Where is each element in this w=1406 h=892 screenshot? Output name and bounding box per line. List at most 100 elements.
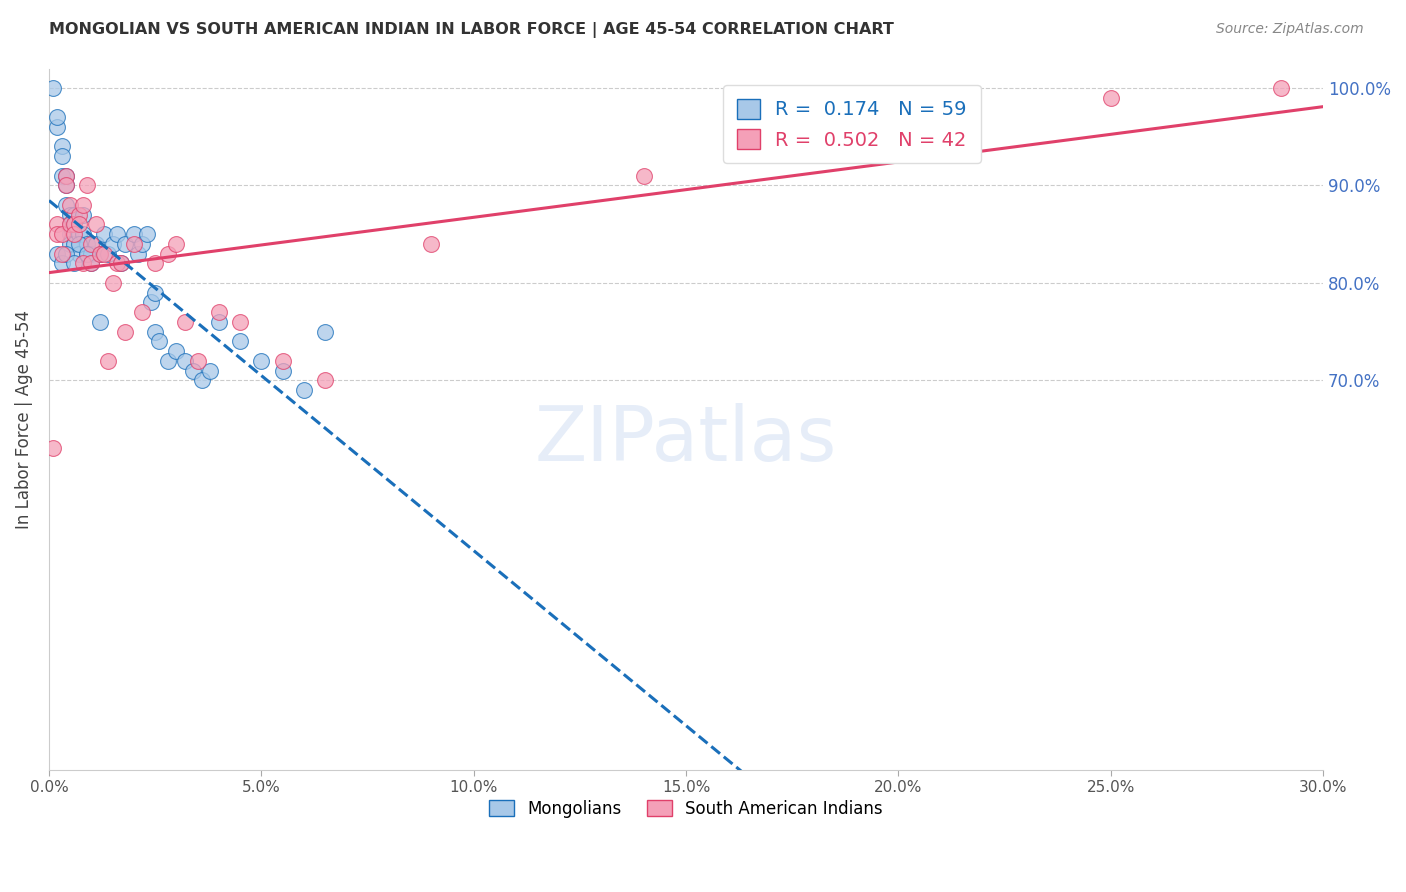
Point	[89, 246, 111, 260]
Point	[101, 236, 124, 251]
Point	[51, 169, 73, 183]
Point	[80, 256, 103, 270]
Point	[110, 256, 132, 270]
Point	[42, 442, 65, 456]
Point	[59, 208, 82, 222]
Point	[67, 246, 90, 260]
Point	[208, 305, 231, 319]
Text: Source: ZipAtlas.com: Source: ZipAtlas.com	[1216, 22, 1364, 37]
Point	[271, 363, 294, 377]
Point	[229, 315, 252, 329]
Point	[156, 246, 179, 260]
Point	[72, 198, 94, 212]
Point	[59, 218, 82, 232]
Point	[46, 110, 69, 124]
Point	[55, 198, 77, 212]
Point	[63, 236, 86, 251]
Point	[122, 227, 145, 241]
Point	[139, 295, 162, 310]
Point	[55, 169, 77, 183]
Point	[114, 325, 136, 339]
Point	[93, 246, 115, 260]
Point	[173, 353, 195, 368]
Point	[156, 353, 179, 368]
Point	[97, 246, 120, 260]
Point	[51, 149, 73, 163]
Point	[51, 246, 73, 260]
Point	[1099, 91, 1122, 105]
Point	[173, 315, 195, 329]
Point	[76, 246, 98, 260]
Point	[633, 169, 655, 183]
Point	[314, 373, 336, 387]
Point	[105, 256, 128, 270]
Point	[80, 236, 103, 251]
Point	[183, 363, 205, 377]
Point	[122, 236, 145, 251]
Point	[59, 236, 82, 251]
Point	[131, 305, 153, 319]
Point	[187, 353, 209, 368]
Point	[55, 178, 77, 193]
Point	[55, 178, 77, 193]
Point	[46, 218, 69, 232]
Legend: Mongolians, South American Indians: Mongolians, South American Indians	[482, 794, 890, 825]
Point	[63, 218, 86, 232]
Point	[143, 325, 166, 339]
Point	[67, 218, 90, 232]
Point	[59, 227, 82, 241]
Point	[314, 325, 336, 339]
Point	[76, 246, 98, 260]
Point	[51, 256, 73, 270]
Point	[80, 256, 103, 270]
Point	[42, 81, 65, 95]
Text: ZIPatlas: ZIPatlas	[534, 403, 837, 477]
Point	[271, 353, 294, 368]
Point	[63, 256, 86, 270]
Point	[76, 178, 98, 193]
Point	[101, 276, 124, 290]
Point	[72, 256, 94, 270]
Point	[191, 373, 214, 387]
Point	[89, 315, 111, 329]
Point	[72, 227, 94, 241]
Point	[200, 363, 222, 377]
Point	[67, 227, 90, 241]
Point	[105, 227, 128, 241]
Point	[114, 236, 136, 251]
Point	[148, 334, 170, 349]
Point	[55, 169, 77, 183]
Point	[131, 236, 153, 251]
Point	[59, 198, 82, 212]
Point	[208, 315, 231, 329]
Point	[46, 120, 69, 134]
Point	[55, 246, 77, 260]
Point	[93, 227, 115, 241]
Point	[135, 227, 157, 241]
Point	[887, 110, 910, 124]
Text: MONGOLIAN VS SOUTH AMERICAN INDIAN IN LABOR FORCE | AGE 45-54 CORRELATION CHART: MONGOLIAN VS SOUTH AMERICAN INDIAN IN LA…	[49, 22, 894, 38]
Point	[63, 227, 86, 241]
Point	[127, 246, 149, 260]
Point	[63, 208, 86, 222]
Point	[165, 236, 187, 251]
Point	[143, 285, 166, 300]
Point	[292, 383, 315, 397]
Point	[84, 236, 107, 251]
Point	[59, 218, 82, 232]
Point	[67, 236, 90, 251]
Point	[84, 218, 107, 232]
Point	[51, 139, 73, 153]
Point	[229, 334, 252, 349]
Y-axis label: In Labor Force | Age 45-54: In Labor Force | Age 45-54	[15, 310, 32, 529]
Point	[72, 208, 94, 222]
Point	[250, 353, 273, 368]
Point	[46, 246, 69, 260]
Point	[63, 218, 86, 232]
Point	[76, 236, 98, 251]
Point	[1270, 81, 1292, 95]
Point	[97, 353, 120, 368]
Point	[110, 256, 132, 270]
Point	[67, 208, 90, 222]
Point	[80, 246, 103, 260]
